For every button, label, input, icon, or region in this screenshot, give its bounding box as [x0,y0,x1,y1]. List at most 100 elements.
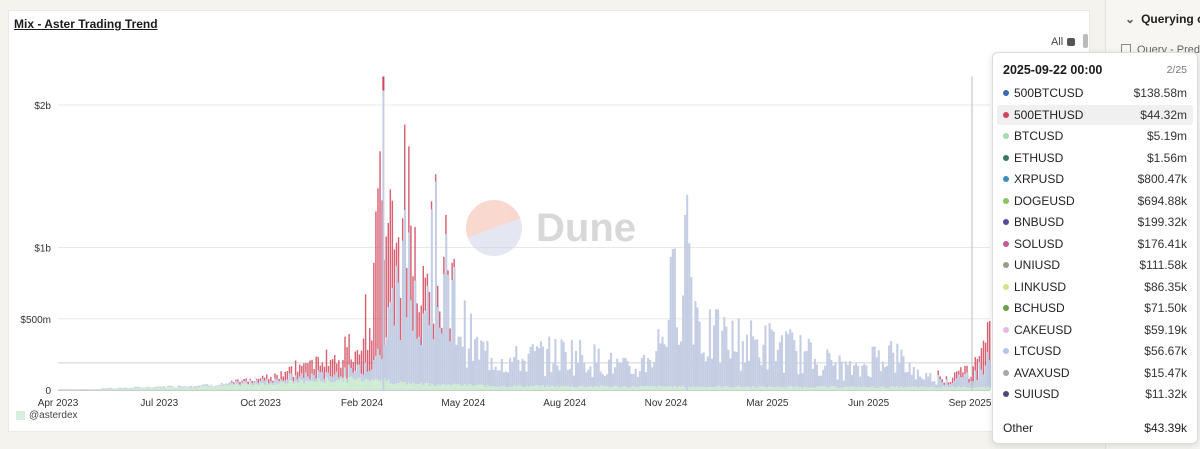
bar-500btcusd [645,372,648,386]
bar-500ethusd [366,349,369,372]
bar-btcusd [587,386,590,390]
bar-btcusd [669,386,672,390]
chevron-down-icon[interactable]: ⌄ [1125,12,1136,26]
bar-500btcusd [389,302,392,384]
bar-btcusd [412,382,415,390]
bar-500btcusd [331,376,334,382]
bar-btcusd [879,386,882,390]
bar-500btcusd [218,384,221,387]
bar-btcusd [187,387,190,390]
bar-500btcusd [542,346,545,386]
bar-btcusd [138,388,141,390]
bar-500btcusd [570,339,573,386]
bar-500btcusd [95,389,98,390]
bar-btcusd [309,381,312,390]
bar-btcusd [721,387,724,390]
bar-500btcusd [861,365,864,388]
bar-btcusd [694,387,697,390]
bar-btcusd [682,385,685,390]
bar-500ethusd [937,370,939,376]
bar-btcusd [554,387,557,390]
bar-500btcusd [966,372,969,388]
legend-toggle-label: All [1051,36,1064,48]
bar-btcusd [406,384,409,390]
bar-500btcusd [465,367,468,386]
tooltip-series-value: $15.47k [1144,365,1187,380]
bar-500ethusd [344,336,346,368]
bar-btcusd [974,387,977,390]
bar-500btcusd [235,381,238,384]
bar-500btcusd [257,382,260,386]
bar-500btcusd [173,387,176,389]
bar-btcusd [103,388,106,390]
bar-500ethusd [945,376,948,380]
bar-btcusd [146,387,149,390]
bar-500btcusd [513,356,516,386]
bar-btcusd [803,386,806,390]
bar-500btcusd [715,309,718,387]
bar-500btcusd [358,364,361,378]
bar-btcusd [700,387,703,390]
bar-btcusd [953,387,957,390]
bar-btcusd [111,388,114,390]
bar-500btcusd [338,377,341,380]
bar-500btcusd [480,340,483,385]
bar-500btcusd [305,372,308,381]
tooltip-series-name: SOLUSD [1014,236,1064,251]
bar-500btcusd [204,384,207,386]
bar-500btcusd [747,360,751,387]
bar-500btcusd [134,386,137,388]
bar-500btcusd [572,375,575,388]
bar-btcusd [331,381,334,390]
bar-500btcusd [490,357,493,387]
bar-500ethusd [251,381,254,383]
bar-500ethusd [286,371,289,380]
bar-btcusd [900,386,903,390]
legend-toggle[interactable]: All [1051,36,1076,48]
attribution[interactable]: @asterdex [16,410,78,421]
bar-btcusd [890,386,893,390]
bar-btcusd [813,387,816,390]
bar-btcusd [107,388,110,390]
bar-500btcusd [175,387,178,389]
bar-btcusd [566,385,569,390]
bar-500btcusd [439,327,442,386]
bar-500btcusd [375,355,378,379]
legend-scrollbar[interactable] [1083,34,1088,48]
bar-500btcusd [432,339,435,386]
bar-btcusd [358,377,361,390]
bar-500btcusd [890,341,893,387]
bar-500btcusd [519,370,522,386]
bar-500btcusd [756,339,759,388]
bar-btcusd [653,386,656,390]
bar-btcusd [465,385,468,390]
bar-500btcusd [263,380,267,385]
bar-500btcusd [315,378,318,382]
bar-btcusd [692,386,695,390]
bar-500btcusd [517,359,520,386]
chart-title[interactable]: Mix - Aster Trading Trend [14,17,158,31]
bar-btcusd [809,387,812,390]
bar-500btcusd [906,372,909,387]
bar-500btcusd [107,388,110,389]
bar-btcusd [743,386,746,390]
x-tick-label: Oct 2023 [240,398,281,409]
bar-500ethusd [439,311,441,328]
bar-500btcusd [527,353,530,388]
bar-500btcusd [710,358,713,387]
tooltip-row: 500BTCUSD $138.58m [997,83,1193,103]
bar-500btcusd [303,377,306,384]
bar-500btcusd [970,381,973,387]
bar-btcusd [789,386,792,390]
bar-btcusd [855,387,858,390]
tooltip-page[interactable]: 2/25 [1166,64,1187,76]
bar-500ethusd [426,273,429,286]
watermark-text: Dune [536,205,636,250]
bar-500btcusd [980,369,983,388]
bar-500btcusd [956,378,959,387]
bar-btcusd [577,386,580,390]
side-panel-title[interactable]: ⌄ Querying o [1125,12,1200,26]
bar-btcusd [461,385,464,390]
bar-btcusd [231,383,234,390]
bar-500btcusd [401,240,405,383]
